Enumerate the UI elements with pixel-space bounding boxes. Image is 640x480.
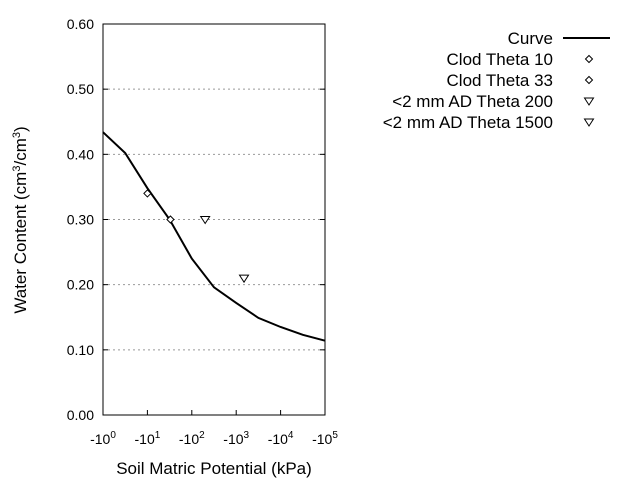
- plot-frame: [102, 23, 326, 416]
- y-tick-label: 0.40: [67, 146, 94, 162]
- x-tick-label: -102: [179, 430, 205, 447]
- legend-label: <2 mm AD Theta 200: [392, 92, 553, 111]
- y-tick-label: 0.60: [67, 16, 94, 32]
- legend-diamond-icon: [584, 75, 594, 85]
- data-point-triangle-down: [238, 274, 250, 284]
- legend-triangle-down-icon: [583, 118, 595, 127]
- x-tick-label: -104: [268, 430, 294, 447]
- data-point-triangle-down: [199, 216, 211, 225]
- legend-triangle-down-icon: [583, 97, 595, 106]
- data-point-diamond: [166, 215, 175, 224]
- legend: Curve Clod Theta 10 Clod Theta 33 <2 mm AD …: [383, 29, 610, 132]
- y-tick-label: 0.30: [67, 212, 94, 228]
- x-axis-label: Soil Matric Potential (kPa): [116, 459, 312, 478]
- legend-label: Clod Theta 33: [447, 71, 553, 90]
- grid-lines: [103, 88, 325, 351]
- y-tick-label: 0.20: [67, 277, 94, 293]
- y-axis-label: Water Content (cm3/cm3): [11, 126, 30, 313]
- y-tick-label: 0.00: [67, 407, 94, 423]
- y-axis-ticks: 0.00 0.10 0.20 0.30 0.40 0.50 0.60: [67, 16, 325, 423]
- y-tick-label: 0.50: [67, 81, 94, 97]
- data-point-diamond: [143, 189, 152, 198]
- x-tick-label: -101: [135, 430, 161, 447]
- legend-diamond-icon: [584, 54, 594, 64]
- x-tick-label: -100: [90, 430, 116, 447]
- x-axis-ticks: -100 -101 -102 -103 -104 -105: [90, 410, 338, 447]
- x-tick-label: -103: [223, 430, 249, 447]
- series-curve-line: [102, 131, 326, 342]
- legend-label: Clod Theta 10: [447, 50, 553, 69]
- y-tick-label: 0.10: [67, 342, 94, 358]
- data-points: [143, 189, 250, 284]
- legend-label: <2 mm AD Theta 1500: [383, 113, 553, 132]
- legend-label: Curve: [508, 29, 553, 48]
- x-tick-label: -105: [312, 430, 338, 447]
